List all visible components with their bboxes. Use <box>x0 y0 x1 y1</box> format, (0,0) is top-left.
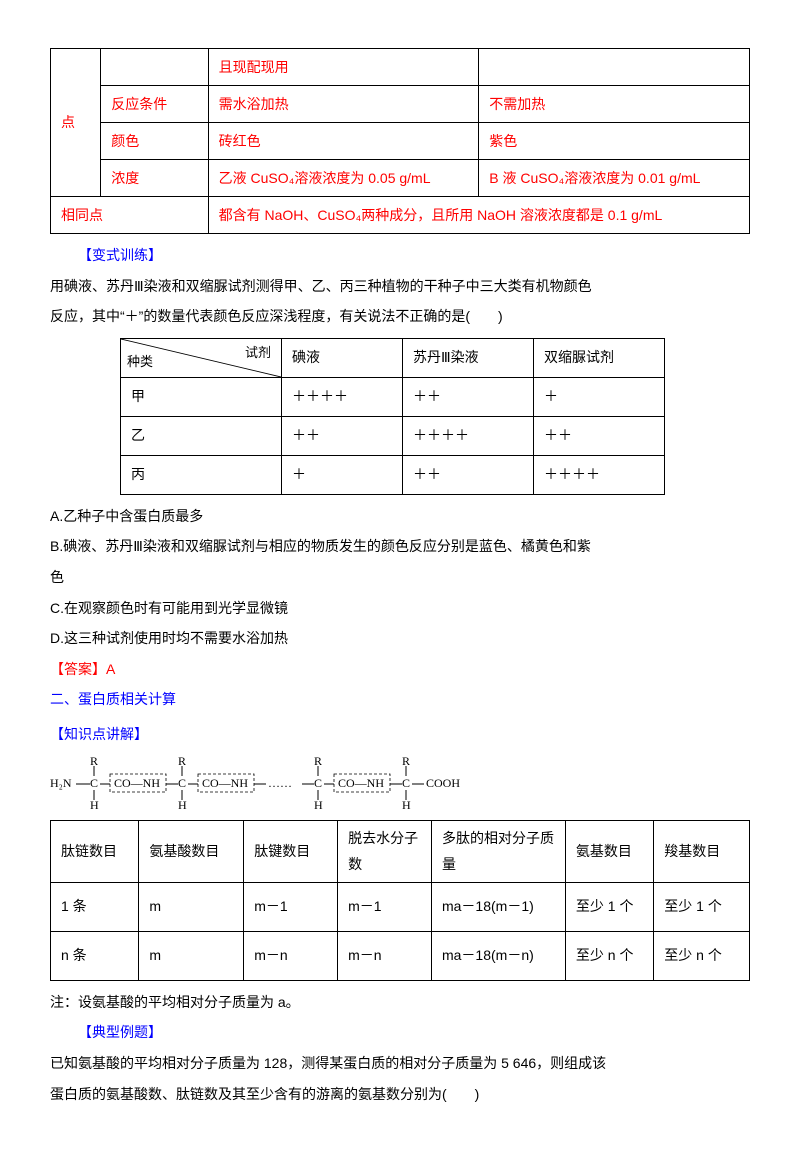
cell: 肽链数目 <box>51 820 139 882</box>
svg-text:H: H <box>402 798 411 810</box>
svg-text:R: R <box>402 754 410 768</box>
cell: 氨基数目 <box>565 820 653 882</box>
cell: m <box>139 882 244 931</box>
cell: 且现配现用 <box>208 49 479 86</box>
cell: 碘液 <box>282 338 403 377</box>
svg-text:C: C <box>90 776 98 790</box>
cell: 丙 <box>121 455 282 494</box>
cell: 乙液 CuSO₄溶液浓度为 0.05 g/mL <box>208 160 479 197</box>
cell: ma－18(m－1) <box>431 882 565 931</box>
cell: 苏丹Ⅲ染液 <box>403 338 534 377</box>
peptide-calc-table: 肽链数目 氨基酸数目 肽键数目 脱去水分子数 多肽的相对分子质量 氨基数目 羧基… <box>50 820 750 981</box>
example-q2: 蛋白质的氨基酸数、肽链数及其至少含有的游离的氨基数分别为( ) <box>50 1081 750 1108</box>
option-a: A.乙种子中含蛋白质最多 <box>50 503 750 530</box>
svg-text:CO—NH: CO—NH <box>338 776 384 790</box>
cell: ＋ <box>534 377 665 416</box>
diag-header: 试剂 种类 <box>121 338 282 377</box>
cell: 至少 1 个 <box>565 882 653 931</box>
cell: ＋＋＋＋ <box>282 377 403 416</box>
cell: 反应条件 <box>101 86 208 123</box>
diag-bot: 种类 <box>127 350 153 375</box>
svg-text:C: C <box>178 776 186 790</box>
comparison-table: 点 且现配现用 反应条件 需水浴加热 不需加热 颜色 砖红色 紫色 浓度 乙液 … <box>50 48 750 234</box>
cell: 脱去水分子数 <box>338 820 432 882</box>
cell: 至少 n 个 <box>565 931 653 980</box>
cell: 1 条 <box>51 882 139 931</box>
option-d: D.这三种试剂使用时均不需要水浴加热 <box>50 625 750 652</box>
cell: m－1 <box>244 882 338 931</box>
svg-text:CO—NH: CO—NH <box>202 776 248 790</box>
cell: 颜色 <box>101 123 208 160</box>
cell: B 液 CuSO₄溶液浓度为 0.01 g/mL <box>479 160 750 197</box>
cell: ＋ <box>282 455 403 494</box>
cell: ＋＋ <box>534 416 665 455</box>
svg-text:……: …… <box>268 776 292 790</box>
svg-text:CO—NH: CO—NH <box>114 776 160 790</box>
svg-text:R: R <box>314 754 322 768</box>
cell: n 条 <box>51 931 139 980</box>
cell: 羧基数目 <box>654 820 750 882</box>
svg-text:H: H <box>90 798 99 810</box>
cell: 需水浴加热 <box>208 86 479 123</box>
svg-text:H: H <box>314 798 323 810</box>
cell: 乙 <box>121 416 282 455</box>
section-2-title: 二、蛋白质相关计算 <box>50 686 750 713</box>
svg-text:R: R <box>178 754 186 768</box>
cell: 肽键数目 <box>244 820 338 882</box>
example-q1: 已知氨基酸的平均相对分子质量为 128，测得某蛋白质的相对分子质量为 5 646… <box>50 1050 750 1077</box>
cell: 双缩脲试剂 <box>534 338 665 377</box>
cell: 多肽的相对分子质量 <box>431 820 565 882</box>
option-c: C.在观察颜色时有可能用到光学显微镜 <box>50 595 750 622</box>
svg-text:H: H <box>178 798 187 810</box>
cell: 至少 n 个 <box>654 931 750 980</box>
cell: ＋＋＋＋ <box>403 416 534 455</box>
cell: 紫色 <box>479 123 750 160</box>
cell <box>101 49 208 86</box>
diag-top: 试剂 <box>245 341 271 366</box>
svg-text:C: C <box>402 776 410 790</box>
knowledge-point-label: 【知识点讲解】 <box>50 721 750 748</box>
cell: ＋＋ <box>403 455 534 494</box>
svg-text:R: R <box>90 754 98 768</box>
h2n-label: H₂N <box>50 776 72 790</box>
cell: 氨基酸数目 <box>139 820 244 882</box>
cell: ＋＋ <box>282 416 403 455</box>
peptide-diagram: text{font-family:'Times New Roman',serif… <box>50 754 750 810</box>
cell <box>479 49 750 86</box>
cell: 至少 1 个 <box>654 882 750 931</box>
question-line-1: 用碘液、苏丹Ⅲ染液和双缩脲试剂测得甲、乙、丙三种植物的干种子中三大类有机物颜色 <box>50 273 750 300</box>
cell: ma－18(m－n) <box>431 931 565 980</box>
svg-text:COOH: COOH <box>426 776 460 790</box>
note-text: 注：设氨基酸的平均相对分子质量为 a。 <box>50 989 750 1016</box>
same-label: 相同点 <box>51 197 209 234</box>
cell: 都含有 NaOH、CuSO₄两种成分，且所用 NaOH 溶液浓度都是 0.1 g… <box>208 197 749 234</box>
svg-text:C: C <box>314 776 322 790</box>
cell: 砖红色 <box>208 123 479 160</box>
cell: ＋＋ <box>403 377 534 416</box>
answer-label: 【答案】A <box>50 656 750 683</box>
option-b-line1: B.碘液、苏丹Ⅲ染液和双缩脲试剂与相应的物质发生的颜色反应分别是蓝色、橘黄色和紫 <box>50 533 750 560</box>
cell: 浓度 <box>101 160 208 197</box>
diff-label: 点 <box>51 49 101 197</box>
question-line-2: 反应，其中“＋”的数量代表颜色反应深浅程度，有关说法不正确的是( ) <box>50 303 750 330</box>
cell: m－n <box>338 931 432 980</box>
cell: m－n <box>244 931 338 980</box>
cell: 不需加热 <box>479 86 750 123</box>
cell: m <box>139 931 244 980</box>
cell: 甲 <box>121 377 282 416</box>
typical-example-label: 【典型例题】 <box>50 1019 750 1046</box>
variant-training-label: 【变式训练】 <box>50 242 750 269</box>
option-b-line2: 色 <box>50 564 750 591</box>
cell: ＋＋＋＋ <box>534 455 665 494</box>
cell: m－1 <box>338 882 432 931</box>
reaction-table: 试剂 种类 碘液 苏丹Ⅲ染液 双缩脲试剂 甲 ＋＋＋＋ ＋＋ ＋ 乙 ＋＋ ＋＋… <box>120 338 665 495</box>
